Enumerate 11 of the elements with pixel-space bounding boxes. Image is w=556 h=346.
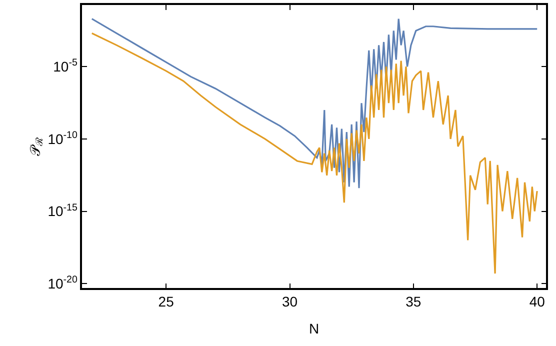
x-tick-label: 35 (406, 294, 422, 310)
x-tick-label: 25 (158, 294, 174, 310)
line-series (91, 18, 538, 189)
y-tick-label: 10$^{-5}$ (53, 58, 78, 74)
y-tick-label: 10$^{-20}$ (48, 274, 78, 292)
x-axis-title: N (308, 320, 320, 336)
y-tick-label: 10$^{-10}$ (48, 130, 78, 147)
x-tick-label: 30 (282, 294, 298, 310)
y-tick-label: 10$^{-15}$ (48, 202, 78, 220)
line-series (91, 32, 538, 274)
x-tick-label: 40 (529, 294, 546, 310)
